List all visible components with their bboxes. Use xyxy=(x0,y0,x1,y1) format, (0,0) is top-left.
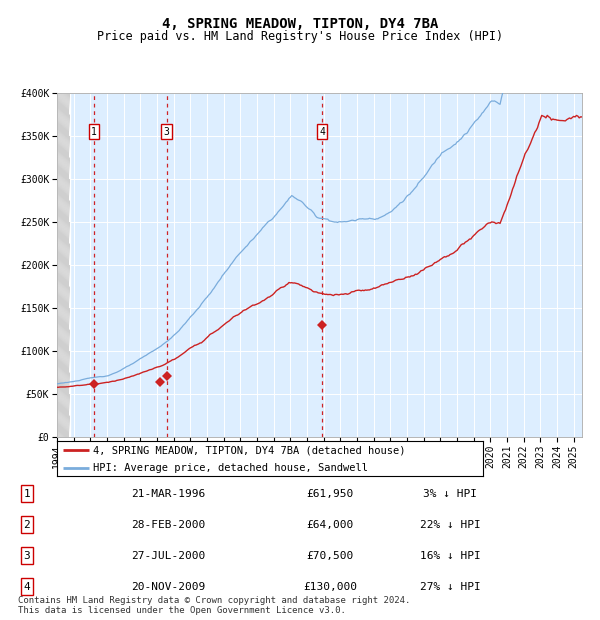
Text: 16% ↓ HPI: 16% ↓ HPI xyxy=(419,551,481,560)
Text: 3: 3 xyxy=(23,551,31,560)
Text: 1: 1 xyxy=(91,126,97,137)
Text: 3% ↓ HPI: 3% ↓ HPI xyxy=(423,489,477,498)
Text: £130,000: £130,000 xyxy=(303,582,357,591)
Text: 4, SPRING MEADOW, TIPTON, DY4 7BA: 4, SPRING MEADOW, TIPTON, DY4 7BA xyxy=(162,17,438,32)
Text: 1: 1 xyxy=(23,489,31,498)
Text: 4, SPRING MEADOW, TIPTON, DY4 7BA (detached house): 4, SPRING MEADOW, TIPTON, DY4 7BA (detac… xyxy=(93,445,406,455)
Text: 22% ↓ HPI: 22% ↓ HPI xyxy=(419,520,481,529)
Text: £64,000: £64,000 xyxy=(307,520,353,529)
Text: £70,500: £70,500 xyxy=(307,551,353,560)
Text: 21-MAR-1996: 21-MAR-1996 xyxy=(131,489,205,498)
Text: 3: 3 xyxy=(164,126,169,137)
Text: 2: 2 xyxy=(23,520,31,529)
Text: HPI: Average price, detached house, Sandwell: HPI: Average price, detached house, Sand… xyxy=(93,463,368,472)
Text: 20-NOV-2009: 20-NOV-2009 xyxy=(131,582,205,591)
Text: 27-JUL-2000: 27-JUL-2000 xyxy=(131,551,205,560)
Text: 28-FEB-2000: 28-FEB-2000 xyxy=(131,520,205,529)
Text: 4: 4 xyxy=(23,582,31,591)
Text: 27% ↓ HPI: 27% ↓ HPI xyxy=(419,582,481,591)
Text: Contains HM Land Registry data © Crown copyright and database right 2024.
This d: Contains HM Land Registry data © Crown c… xyxy=(18,596,410,615)
Text: 4: 4 xyxy=(319,126,325,137)
Text: Price paid vs. HM Land Registry's House Price Index (HPI): Price paid vs. HM Land Registry's House … xyxy=(97,30,503,43)
Text: £61,950: £61,950 xyxy=(307,489,353,498)
